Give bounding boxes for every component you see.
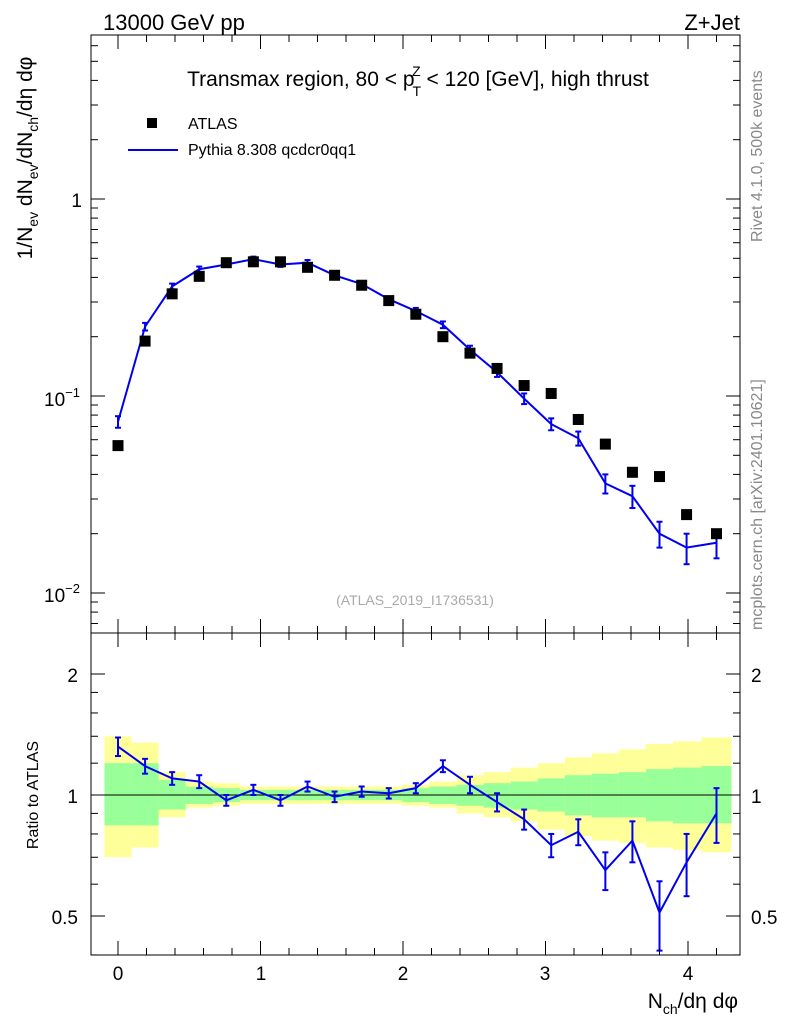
atlas-point: [302, 261, 314, 273]
header-right: Z+Jet: [684, 10, 740, 35]
ratio-frame: [90, 632, 741, 956]
atlas-point: [491, 362, 503, 374]
ratio-ytick-label-2-left: 2: [67, 666, 78, 687]
atlas-point: [329, 269, 341, 281]
main-ytick-label-1: 1: [71, 191, 82, 212]
atlas-point: [572, 413, 584, 425]
legend-pythia-label: Pythia 8.308 qcdcr0qq1: [188, 142, 356, 159]
atlas-point: [599, 438, 611, 450]
ratio-ytick-label-0p5-left: 0.5: [52, 908, 78, 929]
atlas-point: [681, 509, 693, 521]
xtick-label-0: 0: [113, 964, 124, 985]
main-ytick-label-0p1: 10−1: [44, 385, 80, 411]
atlas-point: [626, 466, 638, 478]
ratio-plot: Ratio to ATLAS 2 1 0.5 2 1 0.5: [25, 632, 777, 956]
mc-line: [117, 258, 717, 549]
atlas-point: [193, 270, 205, 282]
main-ytick-label-0p01: 10−2: [44, 581, 80, 607]
legend-atlas-label: ATLAS: [188, 116, 238, 133]
atlas-point: [545, 387, 557, 399]
atlas-point: [139, 335, 151, 347]
atlas-point: [711, 528, 722, 540]
atlas-point: [410, 308, 422, 320]
atlas-point: [654, 471, 665, 483]
ratio-ytick-label-2-right: 2: [751, 666, 762, 687]
ratio-ylabel: Ratio to ATLAS: [25, 741, 42, 849]
main-title: Transmax region, 80 < pTZ < 120 [GeV], h…: [187, 63, 649, 99]
atlas-point: [383, 295, 395, 307]
atlas-point: [112, 440, 124, 452]
atlas-point: [464, 347, 476, 359]
x-axis-label: Nch/dη dφ: [648, 990, 738, 1017]
atlas-point: [220, 257, 232, 269]
ratio-ytick-label-1-left: 1: [67, 787, 78, 808]
xtick-label-4: 4: [683, 964, 694, 985]
ratio-ytick-label-0p5-right: 0.5: [751, 908, 777, 929]
ratio-band-inner: [510, 781, 538, 810]
rivet-label: Rivet 4.1.0, 500k events: [749, 70, 766, 242]
xtick-label-3: 3: [540, 964, 551, 985]
atlas-point: [247, 256, 259, 268]
atlas-point: [166, 288, 178, 300]
legend-atlas-marker: [147, 118, 157, 128]
xtick-label-1: 1: [256, 964, 267, 985]
atlas-point: [437, 331, 449, 343]
atlas-point: [356, 279, 368, 291]
atlas-point: [518, 380, 530, 392]
atlas-point: [274, 256, 286, 268]
xtick-label-2: 2: [398, 964, 409, 985]
main-plot: Transmax region, 80 < pTZ < 120 [GeV], h…: [14, 34, 741, 634]
ratio-band-inner: [104, 763, 132, 826]
ratio-ytick-label-1-right: 1: [751, 787, 762, 808]
main-ylabel: 1/Nev dNev/dNch/dη dφ: [14, 57, 41, 260]
legend: ATLAS Pythia 8.308 qcdcr0qq1: [128, 116, 356, 159]
header-left: 13000 GeV pp: [103, 10, 245, 35]
main-watermark: (ATLAS_2019_I1736531): [336, 592, 494, 608]
mcplots-label: mcplots.cern.ch [arXiv:2401.10621]: [749, 379, 766, 630]
